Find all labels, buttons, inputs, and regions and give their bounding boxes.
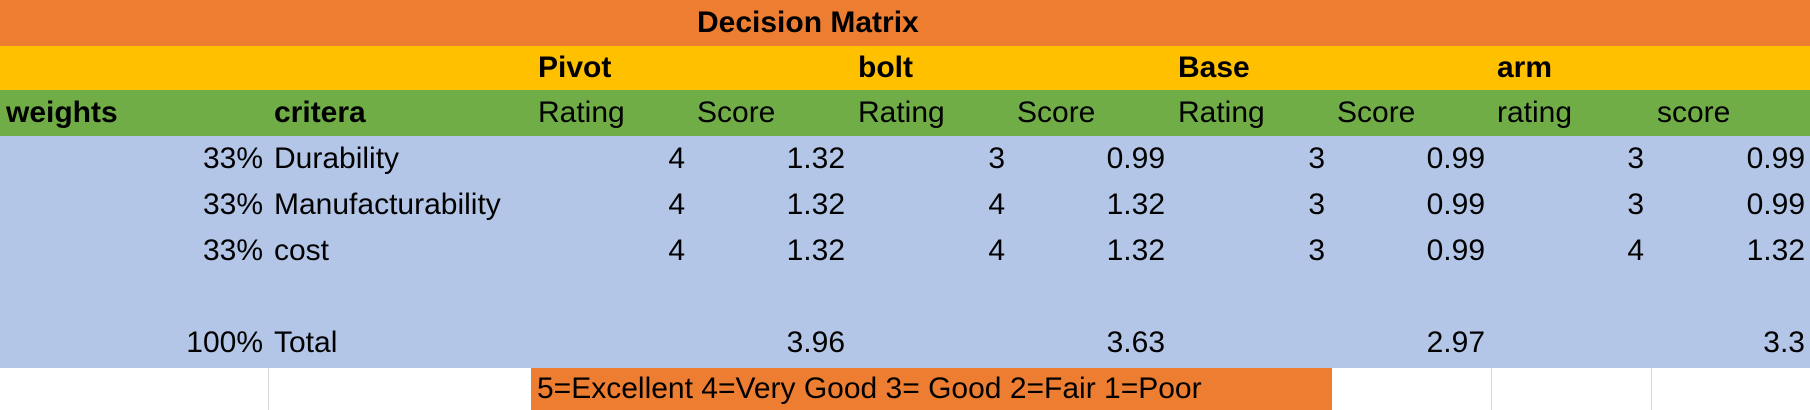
total-arm-score: 3.3 [1763,326,1805,359]
row2-bolt-score: 1.32 [1106,188,1165,221]
total-pivot-score: 3.96 [786,326,845,359]
total-weight: 100% [186,326,263,359]
row3-arm-rating: 4 [1627,234,1644,267]
gridline [268,368,269,410]
row1-base-score: 0.99 [1426,142,1485,175]
row3-criterion: cost [274,234,330,267]
gridline [1651,368,1652,410]
pivot-rating-header: Rating [538,96,625,129]
row2-base-score: 0.99 [1426,188,1485,221]
pivot-score-header: Score [697,96,776,129]
row1-pivot-rating: 4 [668,142,685,175]
row2-pivot-score: 1.32 [786,188,845,221]
row1-arm-rating: 3 [1627,142,1644,175]
row1-bolt-rating: 3 [988,142,1005,175]
part-base: Base [1178,51,1250,84]
parts-row: Pivot bolt Base arm [0,46,1810,90]
row2-bolt-rating: 4 [988,188,1005,221]
part-arm: arm [1497,51,1553,84]
row2-pivot-rating: 4 [668,188,685,221]
row3-base-score: 0.99 [1426,234,1485,267]
row3-base-rating: 3 [1308,234,1325,267]
row3-arm-score: 1.32 [1746,234,1805,267]
row2-arm-rating: 3 [1627,188,1644,221]
row3-pivot-rating: 4 [668,234,685,267]
gridline [1491,368,1492,410]
base-score-header: Score [1337,96,1416,129]
row2-criterion: Manufacturability [274,188,501,221]
bolt-rating-header: Rating [858,96,945,129]
total-bolt-score: 3.63 [1106,326,1165,359]
row3-bolt-rating: 4 [988,234,1005,267]
data-body: 33% Durability 4 1.32 3 0.99 3 0.99 3 0.… [0,136,1810,368]
row2-base-rating: 3 [1308,188,1325,221]
weights-header: weights [6,96,118,129]
arm-rating-header: rating [1497,96,1573,129]
rating-legend: 5=Excellent 4=Very Good 3= Good 2=Fair 1… [531,368,1332,410]
row2-weight: 33% [202,188,263,221]
row1-criterion: Durability [274,142,400,175]
row1-pivot-score: 1.32 [786,142,845,175]
sheet-title: Decision Matrix [697,6,919,39]
title-row: Decision Matrix [0,0,1810,46]
criteria-header: critera [274,96,366,129]
part-bolt: bolt [858,51,913,84]
row3-weight: 33% [202,234,263,267]
total-label: Total [274,326,338,359]
bolt-score-header: Score [1017,96,1096,129]
base-rating-header: Rating [1178,96,1265,129]
row1-bolt-score: 0.99 [1106,142,1165,175]
arm-score-header: score [1657,96,1731,129]
column-header-row: weights critera Rating Score Rating Scor… [0,90,1810,136]
row3-pivot-score: 1.32 [786,234,845,267]
row1-arm-score: 0.99 [1746,142,1805,175]
row1-weight: 33% [202,142,263,175]
row2-arm-score: 0.99 [1746,188,1805,221]
part-pivot: Pivot [538,51,612,84]
row1-base-rating: 3 [1308,142,1325,175]
row3-bolt-score: 1.32 [1106,234,1165,267]
total-base-score: 2.97 [1426,326,1485,359]
